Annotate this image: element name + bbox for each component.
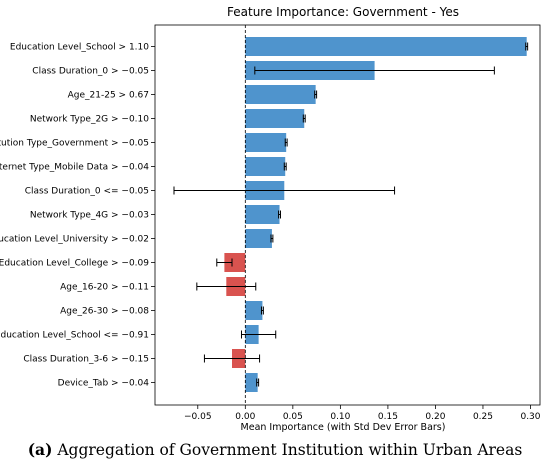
x-tick-label: 0.20 bbox=[425, 412, 445, 422]
bar bbox=[224, 253, 246, 272]
y-tick-label: Network Type_2G > −0.10 bbox=[30, 115, 149, 125]
error-bar bbox=[283, 162, 287, 171]
y-tick-label: Device_Tab > −0.04 bbox=[58, 379, 150, 389]
y-tick-label: Education Level_College > −0.09 bbox=[0, 259, 149, 269]
error-bar bbox=[284, 138, 288, 147]
figure-caption: (a) Aggregation of Government Institutio… bbox=[0, 440, 550, 459]
bar bbox=[245, 85, 316, 104]
x-tick-label: 0.25 bbox=[473, 412, 493, 422]
x-tick-label: 0.15 bbox=[378, 412, 398, 422]
y-tick-label: Class Duration_3-6 > −0.15 bbox=[23, 355, 149, 365]
bar bbox=[245, 157, 286, 176]
y-tick-label: Age_21-25 > 0.67 bbox=[68, 91, 149, 101]
y-tick-label: Network Type_4G > −0.03 bbox=[30, 211, 149, 221]
error-bar bbox=[203, 354, 261, 363]
bar bbox=[245, 229, 272, 248]
y-tick-label: Education Level_University > −0.02 bbox=[0, 235, 149, 245]
error-bar bbox=[216, 258, 233, 267]
feature-importance-chart: Feature Importance: Government - Yes Edu… bbox=[0, 5, 541, 433]
bar bbox=[245, 109, 305, 128]
y-tick-label: Internet Type_Mobile Data > −0.04 bbox=[0, 163, 149, 173]
bar bbox=[245, 205, 280, 224]
error-bar bbox=[270, 234, 274, 243]
bar bbox=[245, 373, 258, 392]
y-tick-label: Class Duration_0 <= −0.05 bbox=[25, 187, 149, 197]
error-bar bbox=[173, 186, 396, 195]
plot-frame bbox=[154, 24, 541, 406]
x-tick-label: 0.00 bbox=[235, 412, 255, 422]
bar bbox=[245, 37, 527, 56]
error-bar bbox=[302, 114, 306, 123]
bar bbox=[245, 301, 263, 320]
x-tick-label: 0.05 bbox=[283, 412, 303, 422]
caption-text: Aggregation of Government Institution wi… bbox=[52, 441, 523, 459]
x-axis-label: Mean Importance (with Std Dev Error Bars… bbox=[241, 422, 446, 433]
error-bar bbox=[256, 378, 260, 387]
error-bar bbox=[254, 66, 495, 75]
error-bar bbox=[241, 330, 277, 339]
bar bbox=[245, 133, 287, 152]
y-tick-label: Institution Type_Government > −0.05 bbox=[0, 139, 149, 149]
y-axis: Education Level_School > 1.10 Class Durat… bbox=[0, 43, 155, 389]
y-tick-label: Age_16-20 > −0.11 bbox=[60, 283, 149, 293]
x-tick-label: 0.30 bbox=[520, 412, 540, 422]
y-tick-label: Education Level_School <= −0.91 bbox=[0, 331, 149, 341]
error-bar bbox=[278, 210, 281, 219]
x-tick-label: 0.10 bbox=[330, 412, 350, 422]
bars-layer bbox=[224, 37, 527, 392]
error-bar bbox=[525, 42, 529, 51]
error-bar bbox=[260, 306, 264, 315]
caption-label: (a) bbox=[27, 440, 53, 459]
error-bar bbox=[196, 282, 257, 291]
error-bars-layer bbox=[173, 42, 529, 387]
x-axis: −0.05 0.00 0.05 0.10 0.15 0.20 0.25 0.30 bbox=[184, 405, 541, 422]
y-tick-label: Class Duration_0 > −0.05 bbox=[32, 67, 149, 77]
y-tick-label: Age_26-30 > −0.08 bbox=[60, 307, 149, 317]
error-bar bbox=[314, 90, 318, 99]
x-tick-label: −0.05 bbox=[184, 412, 212, 422]
y-tick-label: Education Level_School > 1.10 bbox=[10, 43, 149, 53]
chart-title: Feature Importance: Government - Yes bbox=[227, 5, 459, 19]
